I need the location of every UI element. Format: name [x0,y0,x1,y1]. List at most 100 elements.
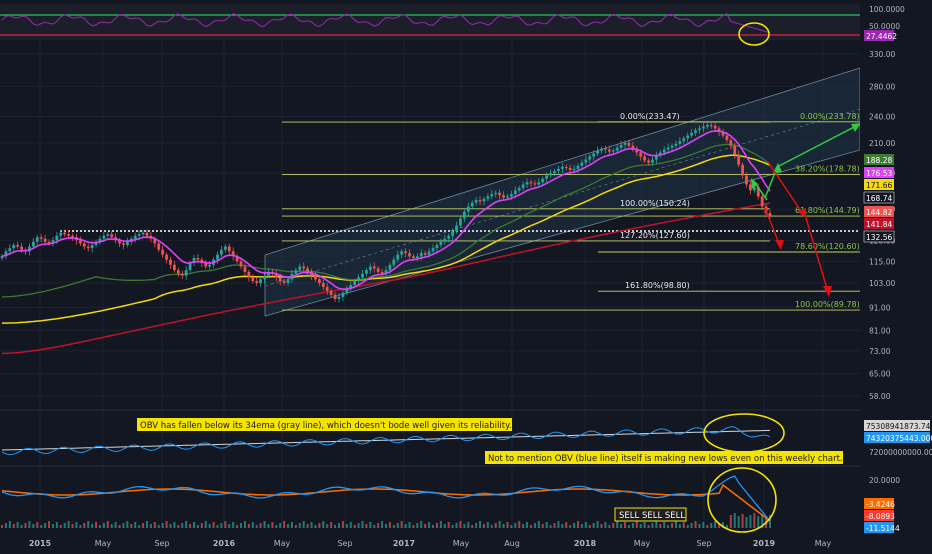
macd-histogram-bar [243,521,246,528]
candle-body [329,290,333,295]
rsi-panel [0,4,860,46]
price-tag-box [864,179,894,190]
macd-histogram-bar [502,524,505,528]
candle-body [592,153,596,157]
macd-line-tag-text: -11.5144 [866,524,900,533]
candle-body [733,145,737,155]
candle-body [427,251,431,255]
macd-histogram-bar [28,521,31,528]
candle-body [443,238,447,242]
macd-histogram-bar [647,525,650,528]
x-tick-label: May [274,539,291,548]
candle-body [694,130,697,133]
price-tick-label: 58.00 [869,392,891,401]
axis-background [860,0,932,550]
candle-body [494,192,498,194]
ema-long-line [1,202,771,355]
candle-body [86,246,90,249]
candle-body [321,283,325,287]
ema-fast-line [1,130,771,291]
candle-body [482,198,486,202]
macd-histogram-bar [584,522,587,528]
candle-body [678,141,682,144]
x-tick-label: 2018 [574,539,597,548]
candle-body [576,165,580,169]
macd-histogram-bar [63,523,66,528]
macd-histogram-bar [592,523,595,528]
macd-histogram-bar [267,524,270,528]
candle-body [459,218,462,226]
candle-body [737,154,741,165]
candle-body [564,166,568,168]
macd-histogram-bar [361,521,364,528]
macd-histogram-bar [506,522,509,528]
candle-body [474,200,478,203]
macd-histogram-bar [674,521,677,528]
macd-histogram-bar [377,523,380,528]
candle-body [619,144,623,148]
price-tag-box [863,191,895,204]
candle-body [455,225,458,232]
rsi-line [1,13,771,34]
macd-histogram-bar [757,516,760,528]
candle-body [725,135,729,141]
candle-body [682,138,686,142]
macd-histogram-bar [130,524,133,528]
candle-body [317,279,321,284]
macd-histogram-bar [279,523,282,528]
candle-body [580,162,584,166]
candle-body [306,268,310,272]
macd-histogram-bar [216,525,219,528]
candle-body [267,271,270,276]
candle-body [278,277,282,282]
candle-body [521,184,525,188]
candle-body [662,149,666,153]
macd-histogram-bar [686,525,689,528]
rsi-highlight-circle [738,22,770,46]
macd-histogram-bar [408,522,411,528]
macd-histogram-bar [541,524,544,528]
macd-histogram-bar [529,525,532,528]
macd-histogram-bar [149,524,152,528]
red-arrowhead-3 [823,286,832,297]
candle-body [654,155,658,160]
candle-body [756,186,760,197]
candle-body [466,206,470,212]
price-tick-label: 81.00 [869,326,891,335]
macd-histogram-bar [698,524,701,528]
green-arrowhead-2 [851,123,861,132]
macd-histogram-bar [631,523,634,528]
x-tick-label: May [634,539,651,548]
macd-histogram-bar [490,525,493,528]
candle-body [118,240,121,244]
macd-histogram-bar [75,522,78,528]
macd-histogram-bar [275,525,278,528]
macd-histogram-bar [138,525,141,528]
macd-histogram-bar [486,522,489,528]
macd-histogram-bar [428,522,431,528]
macd-histogram-bar [345,524,348,528]
x-tick-label: May [95,539,112,548]
macd-histogram-bar [761,514,764,528]
macd-histogram-bar [341,521,344,528]
candle-body [4,251,8,257]
x-tick-label: Sep [154,539,169,548]
candle-body [141,232,145,235]
macd-histogram-bar [451,525,454,528]
macd-histogram-bar [59,525,62,528]
candle-body [188,263,192,271]
macd-histogram-bar [173,522,176,528]
macd-histogram-bar [420,521,423,528]
candle-body [294,270,298,274]
macd-histogram-bar [459,521,462,528]
x-tick-label: May [815,539,832,548]
macd-histogram-bar [439,521,442,528]
macd-histogram-bar [479,521,482,528]
macd-signal-tag-text: -3.4246 [866,500,895,509]
macd-histogram-bar [314,525,317,528]
candle-body [623,142,627,145]
candle-body [384,270,388,274]
fib-level-label: 127.20%(127.60) [620,231,690,240]
